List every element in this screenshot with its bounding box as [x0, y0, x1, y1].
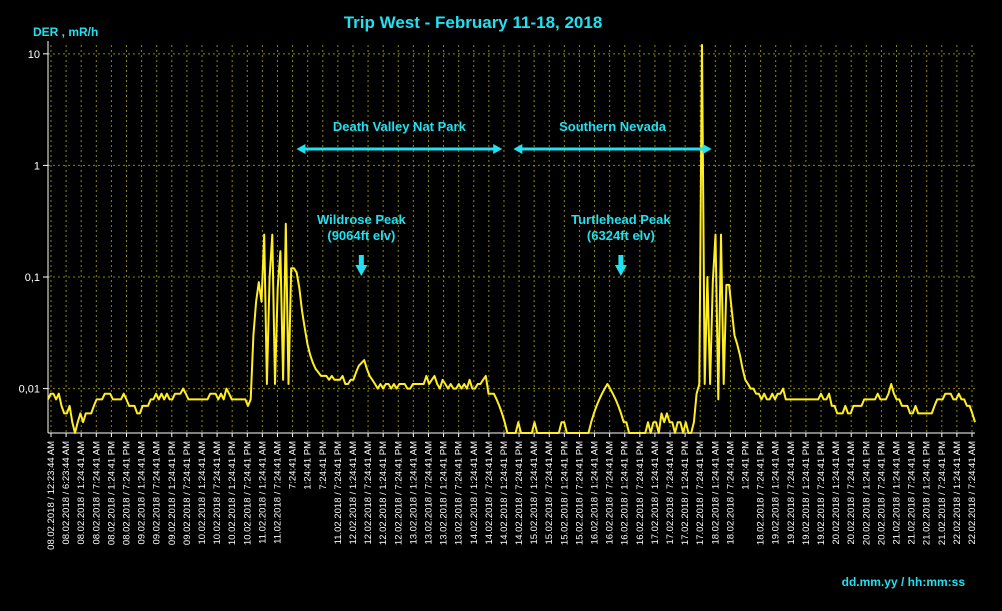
x-tick-label: 17.02.2018 / 1:24:41 AM [650, 441, 661, 545]
turtlehead-arrow-shaft [618, 255, 624, 265]
turtlehead-arrow-head [614, 265, 627, 276]
x-tick-label: 20.02.2018 / 7:24:41 AM [846, 441, 857, 545]
grid [48, 45, 975, 433]
x-tick-label: 20.02.2018 / 1:24:41 PM [861, 441, 872, 545]
x-tick-label: 13.02.2018 / 1:24:41 AM [408, 441, 419, 545]
series-layer [47, 44, 976, 434]
x-tick-label: 20.02.2018 / 7:24:41 PM [876, 441, 887, 545]
wildrose-arrow-shaft [358, 255, 364, 265]
x-tick-label: 09.02.2018 / 1:24:41 AM [137, 441, 148, 545]
x-tick-label: 08.02.2018 / 7:24:41 AM [91, 441, 102, 545]
x-tick-label: 11.02.2018 / 7:24:41 PM [333, 441, 344, 544]
x-axis: 08.02.2018 / 12:23:44 AM 08.02.2018 / 6:2… [46, 432, 978, 550]
y-tick-label: 0,01 [19, 384, 40, 396]
wildrose-label-line: Wildrose Peak [317, 212, 407, 227]
x-tick-label: 21.02.2018 / 7:24:41 AM [907, 441, 918, 545]
x-tick-label: 08.02.2018 / 6:23:44 AM [61, 441, 72, 545]
x-tick-label: 08.02.2018 / 7:24:41 PM [121, 441, 132, 545]
x-tick-label: 19.02.2018 / 1:24:41 PM [801, 441, 812, 545]
x-tick-label: 10.02.2018 / 1:24:41 PM [227, 441, 238, 545]
x-tick-label: 09.02.2018 / 1:24:41 PM [167, 441, 178, 545]
chart-title: Trip West - February 11-18, 2018 [344, 13, 603, 32]
x-tick-label: 21.02.2018 / 7:24:41 PM [937, 441, 948, 545]
x-tick-label: 18.02.2018 / 7:24:41 AM [725, 441, 736, 545]
x-tick-label: 16.02.2018 / 1:24:41 PM [620, 441, 631, 545]
x-tick-label: 13.02.2018 / 1:24:41 PM [439, 441, 450, 545]
x-tick-label: 7:24:41 PM [318, 441, 329, 490]
x-tick-label: 21.02.2018 / 1:24:41 AM [892, 441, 903, 545]
x-tick-label: 10.02.2018 / 7:24:41 AM [212, 441, 223, 545]
x-tick-label: 18.02.2018 / 7:24:41 PM [756, 441, 767, 545]
x-tick-label: 19.02.2018 / 7:24:41 PM [816, 441, 827, 545]
x-tick-label: 20.02.2018 / 1:24:41 AM [831, 441, 842, 545]
x-axis-label: dd.mm.yy / hh:mm:ss [842, 575, 966, 589]
x-tick-label: 14.02.2018 / 1:24:41 PM [499, 441, 510, 545]
y-tick-label: 1 [34, 160, 40, 172]
x-tick-label: 15.02.2018 / 1:24:41 PM [559, 441, 570, 545]
x-tick-label: 09.02.2018 / 7:24:41 PM [182, 441, 193, 545]
turtlehead-label-line: (6324ft elv) [587, 228, 655, 243]
x-tick-label: 1:24:41 PM [741, 441, 752, 490]
x-tick-label: 12.02.2018 / 7:24:41 PM [393, 441, 404, 545]
x-tick-label: 22.02.2018 / 1:24:41 AM [952, 441, 963, 545]
x-tick-label: 19.02.2018 / 1:24:41 AM [771, 441, 782, 545]
turtlehead-label-line: Turtlehead Peak [571, 212, 671, 227]
x-tick-label: 13.02.2018 / 7:24:41 PM [454, 441, 465, 545]
x-tick-label: 16.02.2018 / 7:24:41 PM [635, 441, 646, 545]
x-tick-label: 10.02.2018 / 7:24:41 PM [242, 441, 253, 545]
x-tick-label: 14.02.2018 / 7:24:41 AM [484, 441, 495, 545]
x-tick-label: 17.02.2018 / 7:24:41 PM [695, 441, 706, 545]
x-tick-label: 15.02.2018 / 1:24:41 AM [529, 441, 540, 545]
x-tick-label: 17.02.2018 / 7:24:41 AM [665, 441, 676, 545]
x-tick-label: 14.02.2018 / 7:24:41 PM [514, 441, 525, 545]
y-tick-label: 10 [28, 49, 40, 61]
x-tick-label: 12.02.2018 / 1:24:41 PM [378, 441, 389, 545]
southern-nevada-arrow-left [513, 144, 523, 154]
x-tick-label: 11.02.2018 / 7:24:41 AM [272, 441, 283, 544]
x-tick-label: 12.02.2018 / 1:24:41 AM [348, 441, 359, 545]
x-tick-label: 15.02.2018 / 7:24:41 AM [544, 441, 555, 545]
x-tick-label: 1:24:41 PM [303, 441, 314, 490]
annotations: Death Valley Nat Park Southern Nevada Wild… [296, 119, 712, 276]
x-tick-label: 19.02.2018 / 7:24:41 AM [786, 441, 797, 545]
y-axis-label: DER , mR/h [33, 25, 98, 39]
x-tick-label: 13.02.2018 / 7:24:41 AM [423, 441, 434, 545]
x-tick-label: 09.02.2018 / 7:24:41 AM [152, 441, 163, 545]
southern-nevada-label: Southern Nevada [559, 119, 667, 134]
dose-rate-line [47, 44, 976, 434]
x-tick-label: 7:24:41 AM [288, 441, 299, 489]
x-tick-label: 12.02.2018 / 7:24:41 AM [363, 441, 374, 545]
x-tick-label: 17.02.2018 / 1:24:41 PM [680, 441, 691, 545]
x-tick-label: 08.02.2018 / 12:23:44 AM [46, 441, 57, 550]
wildrose-arrow-head [355, 265, 368, 276]
death-valley-arrow-left [296, 144, 306, 154]
x-tick-label: 08.02.2018 / 1:24:41 AM [76, 441, 87, 545]
x-tick-label: 14.02.2018 / 1:24:41 AM [469, 441, 480, 545]
x-tick-label: 16.02.2018 / 1:24:41 AM [590, 441, 601, 545]
x-tick-label: 18.02.2018 / 1:24:41 AM [710, 441, 721, 545]
y-axis: 10 1 0,1 0,01 [19, 41, 49, 433]
x-tick-label: 16.02.2018 / 7:24:41 AM [605, 441, 616, 545]
death-valley-arrow-right [493, 144, 503, 154]
x-tick-label: 22.02.2018 / 7:24:41 AM [967, 441, 978, 545]
death-valley-label: Death Valley Nat Park [333, 119, 467, 134]
wildrose-label-line: (9064ft elv) [327, 228, 395, 243]
x-tick-label: 15.02.2018 / 7:24:41 PM [574, 441, 585, 545]
southern-nevada-arrow-right [702, 144, 712, 154]
x-tick-label: 10.02.2018 / 1:24:41 AM [197, 441, 208, 545]
x-tick-label: 21.02.2018 / 1:24:41 PM [922, 441, 933, 545]
x-tick-label: 08.02.2018 / 1:24:41 PM [106, 441, 117, 545]
y-tick-label: 0,1 [25, 272, 40, 284]
x-tick-label: 11.02.2018 / 1:24:41 AM [257, 441, 268, 544]
